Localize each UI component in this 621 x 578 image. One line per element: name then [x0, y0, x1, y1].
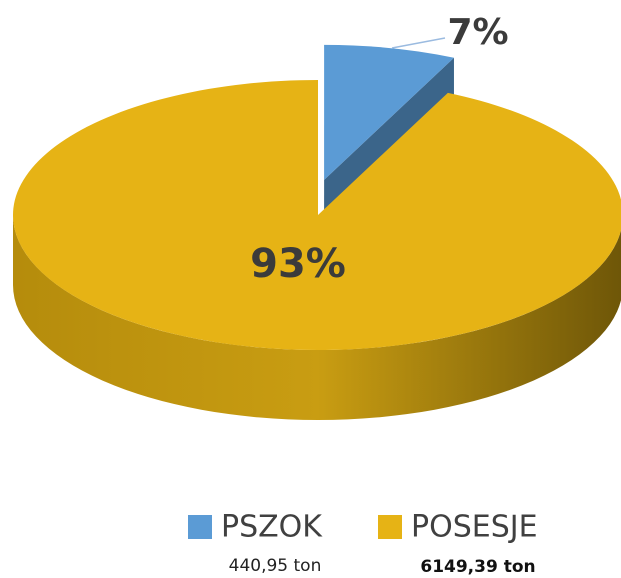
value-label: 93%: [250, 241, 346, 287]
legend-swatch: [378, 515, 402, 539]
slice: [324, 44, 454, 180]
annotation: 6149,39 ton: [420, 557, 535, 577]
legend-label: PSZOK: [221, 510, 323, 545]
legend-swatch: [188, 515, 212, 539]
pie: [13, 44, 621, 420]
value-label: 7%: [447, 12, 508, 53]
slice-side: [13, 215, 621, 420]
leader-line: [391, 37, 446, 49]
slice: [13, 80, 621, 350]
legend-label: POSESJE: [411, 510, 538, 545]
annotation: 440,95 ton: [229, 556, 322, 576]
